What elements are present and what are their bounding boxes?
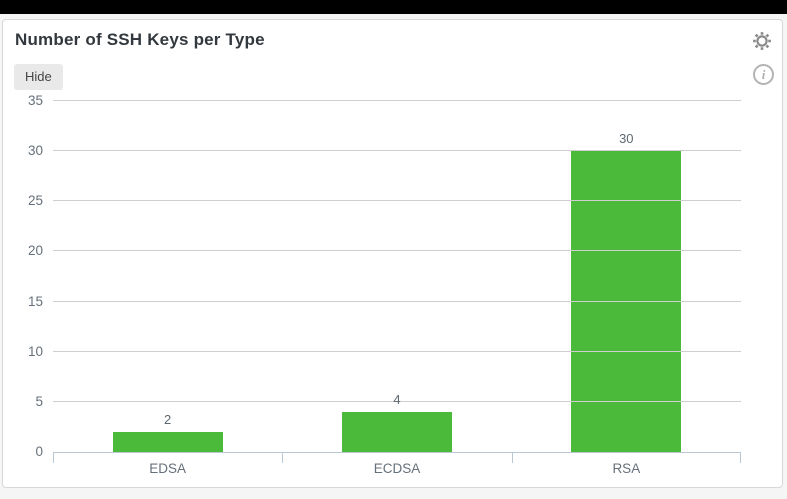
- info-icon[interactable]: i: [753, 64, 774, 85]
- y-tick-label-20: 20: [27, 243, 43, 259]
- dashboard-gadget-card: Number of SSH Keys per Type i Hide 0 5 10 1…: [2, 19, 783, 488]
- info-glyph: i: [761, 66, 766, 82]
- x-axis-tick: [512, 452, 513, 463]
- y-tick-label-25: 25: [27, 193, 43, 209]
- y-tick-label-0: 0: [35, 444, 43, 459]
- gridline-20: [53, 250, 741, 252]
- x-axis-tick: [53, 452, 54, 463]
- x-axis-tick: [282, 452, 283, 463]
- gadget-title: Number of SSH Keys per Type: [15, 30, 265, 49]
- x-axis-tick: [740, 452, 741, 463]
- window-top-bar: [0, 0, 787, 14]
- y-tick-label-35: 35: [27, 93, 43, 108]
- plot-area: 2 4 30: [53, 100, 741, 463]
- gridline-25: [53, 200, 741, 202]
- y-axis-labels: 0 5 10 15 20 25 30 35: [3, 93, 43, 459]
- gridline-10: [53, 350, 741, 352]
- y-tick-label-10: 10: [27, 343, 43, 359]
- y-tick-label-15: 15: [27, 293, 43, 309]
- gridline-30: [53, 150, 741, 152]
- gear-icon: [753, 32, 771, 50]
- gridline-5: [53, 400, 741, 402]
- bar-ecdsa[interactable]: [342, 411, 452, 452]
- bar-value-label-edsa: 2: [164, 411, 172, 427]
- hide-button[interactable]: Hide: [14, 64, 63, 90]
- settings-button[interactable]: [751, 31, 773, 53]
- x-category-label-ecdsa: ECDSA: [373, 461, 421, 476]
- bar-value-label-ecdsa: 4: [393, 391, 401, 407]
- bar-value-label-rsa: 30: [619, 131, 634, 147]
- y-tick-label-5: 5: [35, 393, 43, 409]
- y-tick-label-30: 30: [27, 143, 43, 159]
- x-category-label-rsa: RSA: [612, 461, 641, 476]
- bar-rsa[interactable]: [571, 151, 682, 452]
- gridline-15: [53, 300, 741, 302]
- x-axis-labels: EDSA ECDSA RSA: [53, 461, 741, 479]
- bar-edsa[interactable]: [112, 431, 223, 452]
- x-category-label-edsa: EDSA: [149, 461, 187, 476]
- gridline-35: [53, 100, 741, 101]
